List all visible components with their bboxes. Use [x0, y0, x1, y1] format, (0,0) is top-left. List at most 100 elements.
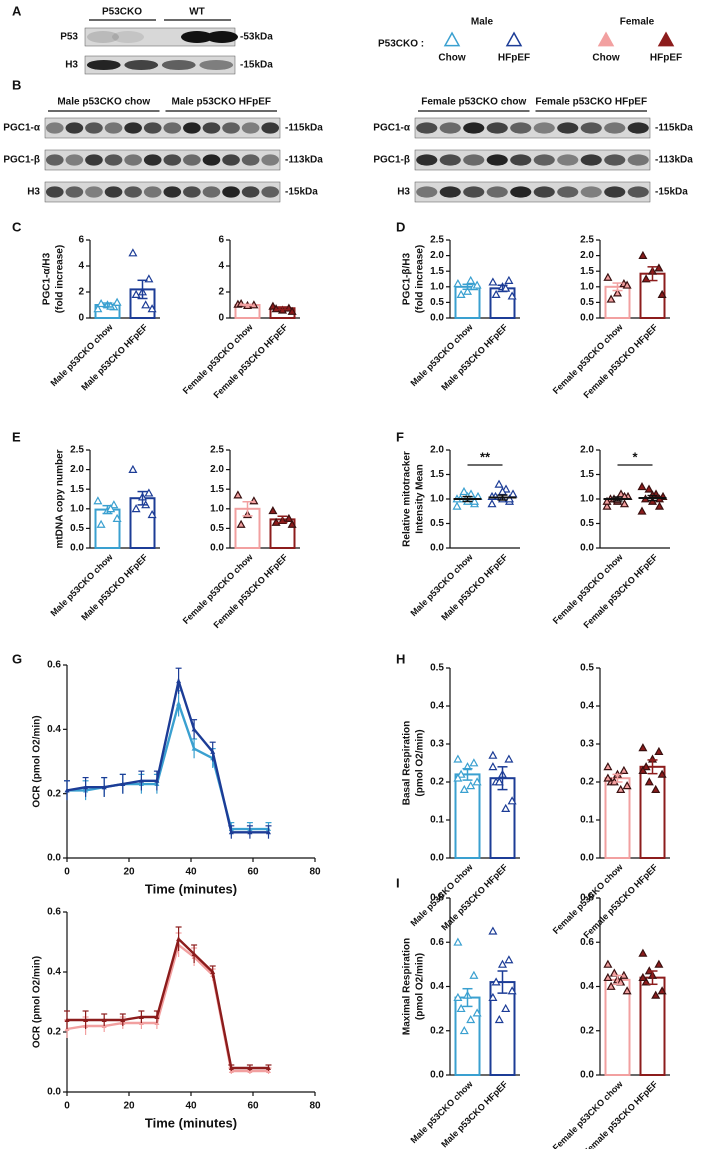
data-point [236, 519, 246, 528]
blot-band [533, 154, 555, 166]
blot-band [222, 154, 240, 166]
x-tick-label: Female p53CKO chow [551, 1078, 626, 1149]
blot-band [65, 186, 84, 198]
blot-band [627, 154, 649, 166]
blot-size: -15kDa [655, 187, 688, 198]
data-point [112, 513, 122, 522]
y-axis-title: (fold increase) [415, 245, 426, 313]
data-point [131, 504, 141, 513]
data-point [644, 777, 654, 786]
data-point [638, 948, 648, 957]
blot-band [181, 31, 213, 43]
panel-label: F [396, 429, 404, 444]
blot-band [222, 186, 240, 198]
data-point [602, 496, 612, 505]
blot-band [439, 122, 461, 134]
point-marker [154, 778, 160, 783]
x-tick-label: 40 [185, 867, 197, 878]
y-tick-label: 2.0 [430, 445, 444, 456]
blot-band [163, 122, 182, 134]
data-point [456, 769, 466, 778]
blot-band [241, 154, 260, 166]
y-tick-label: 2.0 [210, 464, 224, 475]
blot-band [163, 154, 182, 166]
x-tick-label: 20 [123, 867, 135, 878]
blot-row-label: H3 [27, 187, 40, 198]
data-point [128, 464, 138, 473]
data-point [603, 972, 613, 982]
data-point [637, 482, 647, 491]
data-point [466, 1014, 476, 1024]
y-tick-label: 1.5 [580, 266, 594, 277]
blot-band [580, 122, 602, 134]
data-point [472, 280, 482, 289]
y-axis-title: Relative mitotracker [402, 451, 413, 547]
x-tick-label: Female p53CKO chow [551, 321, 626, 396]
blot-row-label: PGC1-β [3, 155, 40, 166]
point-marker [138, 778, 144, 783]
y-axis-title: mtDNA copy number [55, 449, 66, 548]
blot-band [261, 122, 280, 134]
series-line [66, 942, 269, 1073]
panel-label: G [12, 651, 22, 666]
point-marker [120, 1017, 126, 1022]
y-tick-label: 0.0 [47, 853, 61, 864]
data-point [644, 484, 654, 493]
blot-row-label: PGC1-α [3, 123, 41, 134]
y-tick-label: 0.4 [580, 981, 594, 992]
y-tick-label: 4 [218, 261, 224, 272]
y-tick-label: 0.2 [47, 1027, 61, 1038]
blot-band [85, 186, 103, 198]
data-point [504, 275, 514, 284]
y-tick-label: 0.0 [430, 1070, 444, 1081]
blot-size: -15kDa [285, 187, 318, 198]
data-point [488, 762, 498, 771]
blot-band [439, 186, 461, 198]
x-tick-label: Female p53CKO chow [181, 321, 256, 396]
blot-band [510, 186, 532, 198]
y-tick-label: 0.3 [430, 739, 444, 750]
panel-label: I [396, 875, 400, 890]
data-point [453, 937, 463, 946]
data-point [462, 286, 473, 295]
legend-group: Male [471, 17, 494, 28]
point-marker [176, 701, 182, 706]
blot-band [65, 122, 84, 134]
data-point [452, 501, 462, 510]
data-point [93, 304, 103, 313]
data-point [622, 986, 632, 995]
x-tick-label: Male p53CKO chow [48, 321, 115, 388]
point-marker [83, 1017, 89, 1022]
point-marker [247, 1065, 253, 1070]
data-point [616, 784, 626, 793]
blot-row-label: H3 [397, 187, 410, 198]
y-tick-label: 1.0 [430, 281, 444, 292]
panel-label: C [12, 219, 22, 234]
blot-band [261, 154, 280, 166]
data-point [287, 306, 297, 315]
data-point [284, 513, 294, 522]
blot-band [124, 122, 142, 134]
data-point [497, 959, 508, 968]
y-tick-label: 0.2 [47, 788, 61, 799]
data-point [637, 506, 647, 515]
point-marker [120, 781, 126, 787]
y-tick-label: 4 [78, 261, 84, 272]
blot-band [206, 31, 238, 43]
blot-band [261, 186, 280, 198]
data-point [453, 278, 463, 288]
point-marker [228, 1065, 234, 1070]
y-tick-label: 0.1 [430, 815, 444, 826]
x-tick-label: 80 [309, 1101, 321, 1112]
data-point [494, 1014, 504, 1024]
y-tick-label: 6 [218, 235, 224, 246]
blot-band [604, 122, 626, 134]
data-point [488, 926, 498, 935]
blot-size: -53kDa [240, 32, 273, 43]
point-marker [83, 784, 89, 790]
x-tick-label: Male p53CKO HFpEF [79, 322, 150, 393]
y-tick-label: 0.0 [430, 543, 444, 554]
blot-size: -15kDa [240, 60, 273, 71]
y-axis-title: OCR (pmol O2/min) [32, 715, 43, 807]
